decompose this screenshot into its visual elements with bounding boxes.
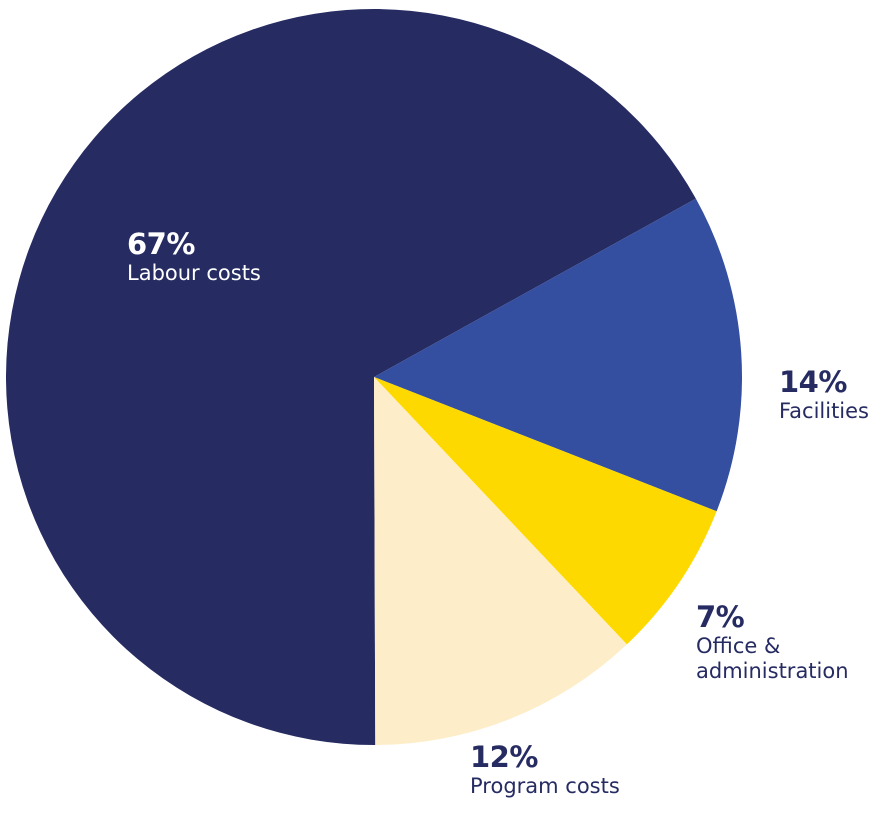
pie-slice-facilities (374, 198, 742, 512)
label-percent: 67% (127, 227, 195, 261)
pie-slice-office-administration (374, 377, 717, 645)
label-category-line2: administration (696, 658, 849, 683)
pie-slice-labour-costs (6, 9, 696, 746)
label-category: Labour costs (127, 261, 261, 286)
data-label-program-costs: 12% Program costs (470, 740, 620, 799)
label-category: Facilities (779, 399, 869, 424)
label-category: Program costs (470, 774, 620, 799)
data-label-office-administration: 7% Office & administration (696, 600, 849, 684)
label-percent: 12% (470, 740, 538, 774)
pie-slice-program-costs (374, 377, 627, 745)
label-percent: 7% (696, 600, 745, 634)
label-percent: 14% (779, 365, 847, 399)
data-label-labour-costs: 67% Labour costs (127, 227, 261, 286)
data-label-facilities: 14% Facilities (779, 365, 869, 424)
label-category-line1: Office & (696, 634, 781, 659)
